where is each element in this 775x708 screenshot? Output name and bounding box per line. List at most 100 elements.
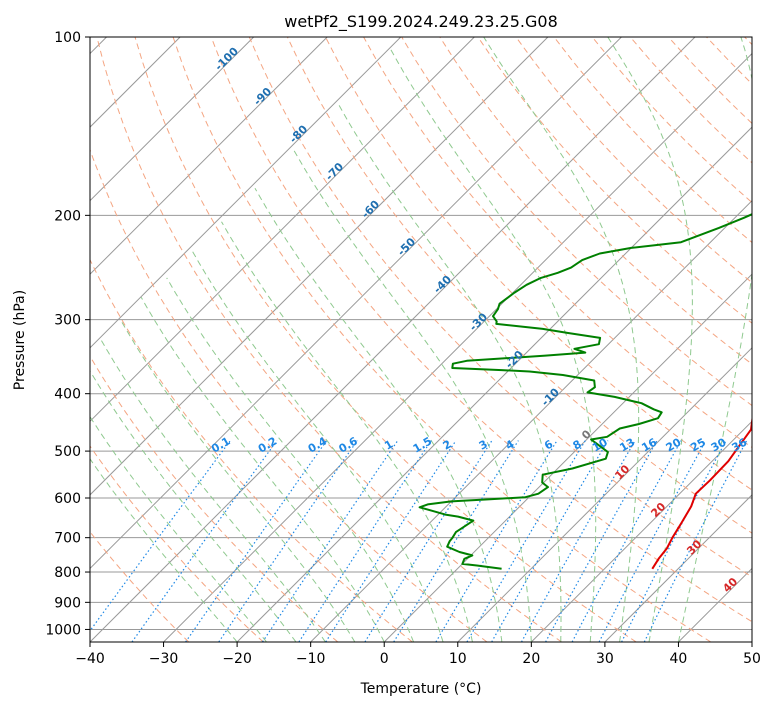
dry-adiabat	[325, 37, 752, 491]
dry-adiabat	[629, 37, 752, 164]
isotherm-line	[383, 273, 752, 642]
moist-adiabat	[254, 187, 503, 642]
y-tick-label: 800	[54, 565, 81, 581]
x-tick-label: 30	[596, 651, 614, 667]
isotherm-label: -20	[503, 348, 526, 371]
dry-adiabat	[248, 37, 752, 578]
mixing-ratio-line	[185, 440, 328, 642]
mixing-ratio-label: 30	[709, 435, 729, 454]
dry-adiabat	[90, 531, 190, 642]
y-tick-label: 1000	[45, 622, 81, 638]
mixing-ratio-line	[435, 440, 558, 642]
mixing-ratio-line	[218, 440, 358, 642]
mixing-ratio-label: 0.1	[209, 435, 232, 456]
moist-adiabat	[191, 251, 444, 642]
isotherm-line	[163, 52, 752, 642]
temperature-profile	[651, 414, 752, 570]
mixing-ratio-line	[643, 440, 748, 642]
isotherm-line	[530, 420, 752, 642]
x-tick-label: 0	[380, 651, 389, 667]
isotherm-label: -100	[212, 44, 241, 73]
y-tick-label: 200	[54, 208, 81, 224]
mixing-ratio-label: 36	[729, 435, 749, 454]
isotherm-label: -40	[431, 273, 454, 296]
isotherm-label: -10	[539, 385, 562, 408]
mixing-ratio-line	[545, 440, 658, 642]
dry-adiabat	[90, 258, 413, 642]
isotherm-line	[90, 37, 549, 496]
isotherm-line	[751, 641, 752, 642]
moist-adiabat	[607, 37, 693, 642]
isopleth-labels: 0.1 0.2 0.4 0.6 1 1.5 2 3 4 6 8 10 13 16 20 25 30 36-100-…	[209, 44, 749, 595]
isotherm-line	[90, 37, 696, 642]
isotherm-label: -60	[359, 197, 382, 220]
moist-adiabat	[90, 415, 267, 642]
mixing-ratio-line	[261, 440, 399, 642]
moist-adiabat	[677, 37, 752, 642]
mixing-ratio-line	[298, 440, 432, 642]
isotherm-line	[90, 37, 255, 202]
isotherm-label: 20	[648, 500, 668, 520]
isotherm-label: 10	[612, 462, 632, 482]
dry-adiabat	[90, 148, 488, 642]
mixing-ratio-line	[571, 440, 682, 642]
plot-frame	[89, 36, 753, 643]
x-axis: −40 −30 −20 −10 0 10 20 30 40 50	[75, 642, 761, 667]
dry-adiabat	[90, 355, 339, 642]
y-tick-label: 700	[54, 531, 81, 547]
mixing-ratio-line	[393, 440, 519, 642]
dewpoint-profile	[418, 213, 752, 570]
x-tick-label: 20	[522, 651, 540, 667]
x-tick-label: −10	[296, 651, 326, 667]
dry-adiabat	[172, 37, 712, 642]
isotherm-line	[90, 37, 475, 423]
isotherm-label: -70	[323, 160, 346, 183]
dry-adiabat	[90, 445, 264, 642]
mixing-ratio-line	[491, 440, 609, 642]
y-axis: 100 200 300 400 500 600 700 800 900 1000	[45, 30, 90, 638]
dry-adiabat	[210, 37, 752, 623]
dry-adiabat	[477, 37, 752, 324]
mixing-ratio-line	[90, 440, 231, 632]
mixing-ratio-label: 1.5	[411, 435, 434, 456]
isotherm-label: -50	[395, 235, 418, 258]
mixing-ratio-label: 0.4	[306, 434, 330, 455]
moist-adiabat	[390, 49, 597, 642]
mixing-ratio-label: 16	[639, 435, 659, 454]
x-tick-label: 40	[670, 651, 688, 667]
dry-adiabat	[591, 37, 752, 204]
moist-adiabat	[166, 277, 415, 642]
isotherm-line	[457, 347, 752, 642]
dry-adiabat	[706, 37, 752, 85]
mixing-ratio-line	[131, 440, 278, 642]
moist-adiabat	[140, 297, 385, 642]
y-tick-label: 300	[54, 313, 81, 329]
dry-adiabat	[96, 37, 562, 642]
mixing-ratio-line	[364, 440, 493, 642]
y-tick-label: 100	[54, 30, 81, 46]
isotherm-label: 40	[720, 575, 740, 595]
isotherm-label: -80	[287, 122, 310, 145]
y-tick-label: 400	[54, 387, 81, 403]
isotherm-line	[604, 494, 752, 642]
mixing-ratio-label: 2	[441, 438, 454, 453]
moist-adiabat	[338, 104, 562, 642]
x-tick-label: −40	[75, 651, 105, 667]
plot-area	[90, 37, 752, 642]
x-tick-label: 50	[743, 651, 761, 667]
moist-adiabat	[483, 37, 640, 642]
moist-adiabat	[120, 319, 356, 642]
x-tick-label: −20	[222, 651, 252, 667]
mixing-ratio-line	[520, 440, 636, 642]
chart-title: wetPf2_S199.2024.249.23.25.G08	[284, 12, 558, 32]
mixing-ratio-label: 0.6	[337, 434, 361, 455]
moist-adiabat	[90, 457, 238, 642]
mixing-ratio-line	[325, 440, 457, 642]
dry-adiabat	[286, 37, 752, 534]
y-tick-label: 900	[54, 595, 81, 611]
x-axis-label: Temperature (°C)	[360, 681, 482, 697]
mixing-ratio-label: 25	[688, 436, 708, 455]
isotherm-label: -30	[467, 310, 490, 333]
x-tick-label: 10	[449, 651, 467, 667]
